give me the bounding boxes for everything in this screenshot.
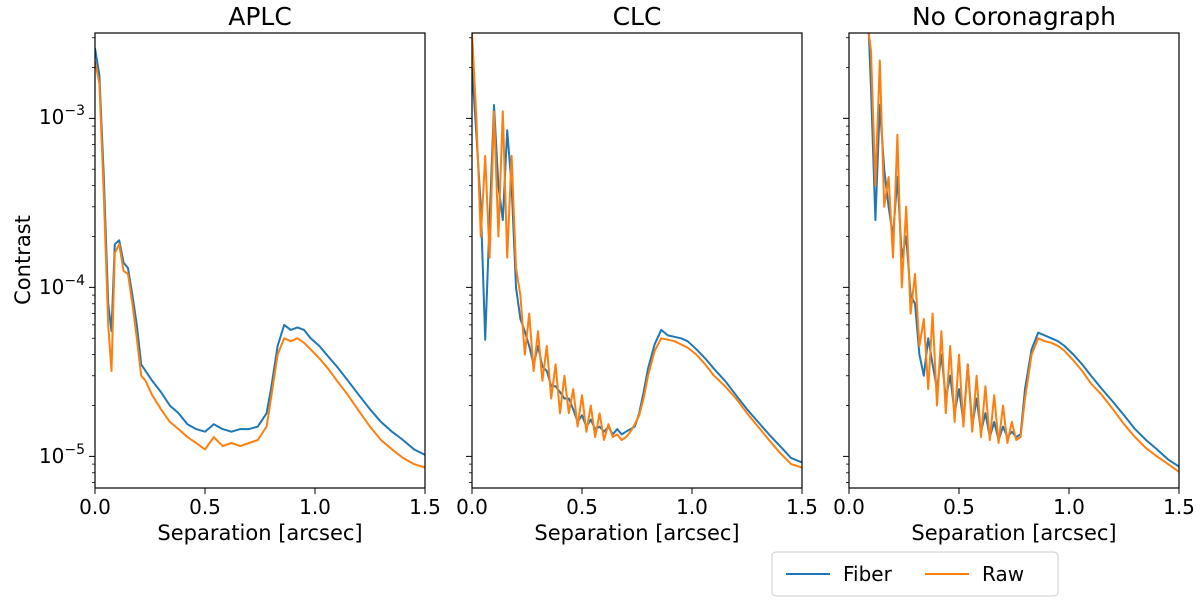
series-line-raw [95, 60, 425, 469]
series-line-raw [867, 33, 1179, 473]
plot-area [466, 33, 803, 494]
x-axis-label: Separation [arcsec] [157, 521, 362, 545]
series-line-fiber [472, 67, 802, 464]
x-tick-label: 1.5 [1163, 495, 1195, 519]
series-line-fiber [95, 48, 425, 456]
legend-label-fiber: Fiber [843, 562, 893, 586]
legend-label-raw: Raw [982, 562, 1024, 586]
x-axis-label: Separation [arcsec] [911, 521, 1116, 545]
plot-area [843, 33, 1180, 494]
x-tick-label: 1.0 [299, 495, 331, 519]
panel-aplc: APLC 0.0 0.5 1.0 1.5 Separation [arcsec]… [11, 2, 441, 545]
y-axis-label: Contrast [11, 215, 35, 305]
panel-title: No Coronagraph [912, 2, 1116, 31]
y-tick-label: 10−3 [39, 103, 85, 129]
axes-frame [848, 32, 1180, 489]
x-tick-label: 1.0 [1053, 495, 1085, 519]
panel-no-coronagraph: No Coronagraph 0.0 0.5 1.0 1.5 Separatio… [833, 2, 1195, 545]
x-tick-label: 1.5 [409, 495, 441, 519]
axes-frame [471, 32, 803, 489]
plot-area [89, 37, 426, 494]
axes-frame [94, 32, 426, 489]
x-tick-label: 1.0 [676, 495, 708, 519]
x-tick-label: 0.5 [566, 495, 598, 519]
x-tick-label: 0.0 [456, 495, 488, 519]
x-tick-label: 1.5 [786, 495, 818, 519]
x-tick-label: 0.0 [833, 495, 865, 519]
legend: Fiber Raw [771, 551, 1059, 597]
legend-box [771, 551, 1059, 597]
panel-clc: CLC 0.0 0.5 1.0 1.5 Separation [arcsec] [456, 2, 818, 545]
y-tick-label: 10−5 [39, 442, 85, 468]
panel-title: APLC [228, 2, 292, 31]
x-tick-label: 0.5 [189, 495, 221, 519]
y-tick-label: 10−4 [39, 273, 85, 299]
x-axis-label: Separation [arcsec] [534, 521, 739, 545]
panel-title: CLC [613, 2, 662, 31]
x-tick-label: 0.5 [943, 495, 975, 519]
x-tick-label: 0.0 [79, 495, 111, 519]
series-line-raw [472, 33, 802, 469]
